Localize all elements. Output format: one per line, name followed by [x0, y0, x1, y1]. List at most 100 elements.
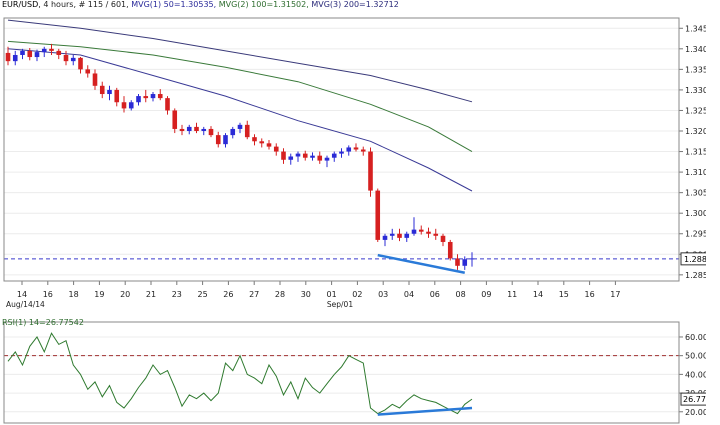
time-tick-label: 21: [146, 290, 156, 299]
price-tick-label: 1.33500: [685, 65, 718, 74]
candle-body: [99, 85, 105, 95]
time-tick-label: 20: [120, 290, 130, 299]
candle-body: [215, 135, 221, 145]
candle-body: [208, 128, 214, 136]
price-tick-label: 1.30000: [685, 209, 718, 218]
rsi-line: [7, 332, 473, 415]
moving-average-line: [7, 40, 473, 153]
candle-body: [20, 50, 25, 55]
rsi-tick-label: 40.00000: [685, 370, 720, 379]
candle-body: [404, 233, 410, 238]
time-tick-label: 19: [94, 290, 104, 299]
symbol-label: EUR/USD: [2, 0, 39, 9]
candle-body: [382, 235, 388, 240]
time-tick-label: 18: [69, 290, 79, 299]
candle-body: [85, 69, 91, 74]
candle-body: [165, 98, 170, 111]
time-tick-label: 16: [43, 290, 53, 299]
price-tick-label: 1.34000: [685, 45, 718, 54]
candle-body: [310, 155, 315, 158]
candle-body: [92, 73, 98, 86]
candle-body: [150, 94, 156, 99]
rsi-trendline: [377, 406, 473, 416]
price-tick-label: 1.31500: [685, 148, 718, 157]
time-tick-label: 11: [507, 290, 517, 299]
rsi-tick-label: 60.00000: [685, 333, 720, 342]
candle-body: [78, 57, 83, 70]
ma1-label: MVG(1) 50=1.30535,: [131, 0, 217, 9]
candle-body: [5, 52, 11, 62]
candle-body: [324, 157, 330, 161]
candle-body: [440, 235, 446, 242]
price-panel-border: [3, 17, 680, 282]
candle-body: [194, 126, 199, 132]
time-tick-label: 15: [559, 290, 569, 299]
candlesticks: [5, 43, 475, 270]
candle-body: [201, 128, 207, 132]
time-tick-label: 04: [404, 290, 414, 299]
rsi-header: RSI(1) 14=26.77542: [2, 318, 84, 327]
price-tick-label: 1.34500: [685, 24, 718, 33]
candle-body: [27, 50, 33, 58]
candle-body: [375, 190, 381, 240]
candle-body: [302, 153, 308, 158]
candle-body: [179, 128, 185, 132]
time-tick-label: 17: [610, 290, 620, 299]
current-price-label: 1.28889: [684, 255, 717, 264]
time-tick-label: 02: [352, 290, 362, 299]
candle-body: [433, 233, 439, 236]
rsi-panel-border: [3, 321, 680, 424]
candle-body: [259, 141, 265, 144]
price-tick-label: 1.30500: [685, 189, 718, 198]
right-scroll-margin[interactable]: [706, 0, 720, 425]
candle-body: [63, 54, 69, 62]
candle-body: [455, 258, 460, 266]
candle-body: [34, 52, 40, 58]
candle-body: [41, 48, 47, 53]
candle-body: [295, 153, 301, 157]
time-tick-label: 14: [17, 290, 27, 299]
candle-body: [317, 155, 323, 161]
candle-body: [114, 89, 120, 103]
period-label: Sep/01: [327, 300, 353, 309]
time-tick-label: 08: [456, 290, 466, 299]
candle-body: [331, 153, 337, 158]
candle-body: [252, 137, 257, 142]
current-rsi-label: 26.77542: [683, 395, 720, 404]
period-label: Aug/14/14: [6, 300, 45, 309]
candle-body: [172, 110, 178, 129]
annotations: [4, 253, 679, 275]
time-tick-label: 06: [430, 290, 440, 299]
candle-body: [107, 89, 112, 95]
time-tick-label: 16: [585, 290, 595, 299]
candle-body: [368, 151, 373, 191]
candle-body: [223, 135, 228, 145]
candle-body: [339, 151, 344, 154]
candle-body: [462, 259, 468, 266]
rsi-panel: [4, 332, 679, 416]
candle-body: [136, 96, 141, 103]
candle-body: [426, 231, 431, 234]
time-tick-label: 27: [249, 290, 259, 299]
candle-body: [237, 124, 243, 129]
candle-body: [469, 258, 475, 260]
price-gridlines: [4, 27, 679, 276]
candle-body: [244, 124, 250, 138]
price-tick-label: 1.33000: [685, 86, 718, 95]
price-tick-label: 1.32000: [685, 127, 718, 136]
time-tick-label: 26: [223, 290, 233, 299]
candle-body: [447, 241, 453, 259]
rsi-tick-label: 20.00000: [685, 408, 720, 417]
candle-body: [411, 229, 417, 234]
candle-body: [397, 233, 402, 238]
rsi-tick-label: 50.00000: [685, 352, 720, 361]
price-tick-label: 1.32500: [685, 106, 718, 115]
candle-body: [143, 96, 149, 99]
moving-average-line: [7, 48, 473, 192]
candle-body: [266, 143, 272, 147]
candle-body: [288, 156, 294, 160]
price-tick-label: 1.31000: [685, 168, 718, 177]
chart-info: , 4 hours, # 115 / 601,: [38, 0, 132, 9]
candle-body: [230, 128, 236, 136]
